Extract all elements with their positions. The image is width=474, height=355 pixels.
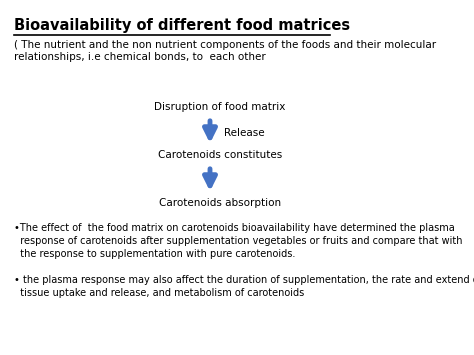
Text: Carotenoids constitutes: Carotenoids constitutes bbox=[158, 150, 282, 160]
Text: • the plasma response may also affect the duration of supplementation, the rate : • the plasma response may also affect th… bbox=[14, 275, 474, 298]
Text: ( The nutrient and the non nutrient components of the foods and their molecular
: ( The nutrient and the non nutrient comp… bbox=[14, 40, 436, 62]
Text: Disruption of food matrix: Disruption of food matrix bbox=[155, 102, 286, 112]
Text: •The effect of  the food matrix on carotenoids bioavailability have determined t: •The effect of the food matrix on carote… bbox=[14, 223, 463, 260]
Text: Carotenoids absorption: Carotenoids absorption bbox=[159, 198, 281, 208]
Text: Bioavailability of different food matrices: Bioavailability of different food matric… bbox=[14, 18, 350, 33]
Text: Release: Release bbox=[224, 128, 264, 138]
